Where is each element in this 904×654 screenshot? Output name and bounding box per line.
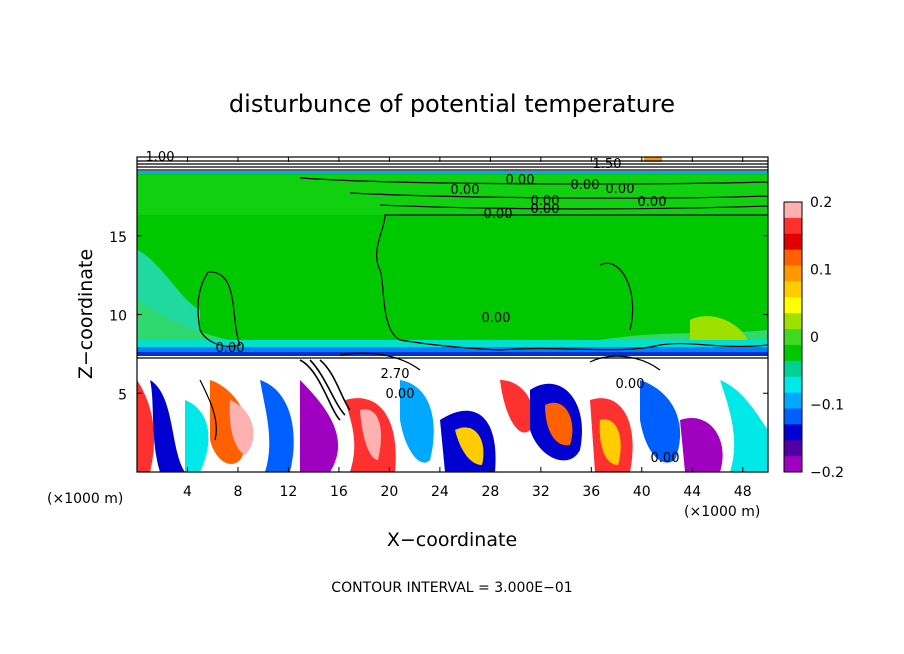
x-tick-label: 32	[532, 484, 550, 500]
colorbar-swatch	[784, 217, 802, 235]
contour-label: 0.00	[571, 178, 600, 193]
colorbar-swatch	[784, 344, 802, 362]
x-tick-label: 36	[582, 484, 600, 500]
field-blue-layer	[137, 347, 768, 353]
turbulence-blobs	[137, 380, 768, 472]
colorbar	[783, 201, 803, 473]
x-tick-label: 20	[380, 484, 398, 500]
colorbar-swatch	[784, 376, 802, 394]
y-tick-label: 10	[109, 309, 127, 325]
colorbar-frame	[783, 201, 803, 473]
colorbar-swatch	[784, 249, 802, 267]
colorbar-ticks: 0.2 0.1 0 −0.1 −0.2	[810, 195, 844, 481]
field-top-yellow-spot	[644, 157, 662, 162]
colorbar-tick-label: 0	[810, 330, 819, 346]
x-axis-ticks: 4 8 12 16 20 24 28 32 36 40 44 48	[183, 157, 752, 500]
contour-label: 0.00	[484, 207, 513, 222]
contour-labels: 0.000.00 0.00 0.000.000.000.000.000.000.00…	[146, 150, 680, 466]
x-tick-label: 16	[330, 484, 348, 500]
colorbar-tick-label: −0.1	[810, 398, 844, 414]
y-axis-ticks: 5 10 15	[109, 230, 768, 403]
x-tick-label: 4	[183, 484, 192, 500]
x-tick-label: 24	[431, 484, 449, 500]
contour-label: 0.00	[482, 311, 511, 326]
contour-label: 0.00	[616, 377, 645, 392]
contour-label: 0.00	[216, 341, 245, 356]
colorbar-swatch	[784, 360, 802, 378]
colorbar-swatch	[784, 281, 802, 298]
contour-label: 0.00	[606, 182, 635, 197]
contour-label: 2.70	[381, 367, 410, 382]
contour-label: 0.00	[531, 202, 560, 217]
x-tick-label: 44	[683, 484, 701, 500]
colorbar-tick-label: 0.2	[810, 195, 832, 211]
chart-title: disturbunce of potential temperature	[229, 90, 675, 118]
colorbar-tick-label: −0.2	[810, 465, 844, 481]
x-tick-label: 28	[481, 484, 499, 500]
contour-lines	[137, 160, 768, 441]
contour-interval-note: CONTOUR INTERVAL = 3.000E−01	[331, 580, 572, 596]
contour-label: 0.00	[506, 173, 535, 188]
x-tick-label: 12	[280, 484, 298, 500]
x-tick-label: 8	[233, 484, 242, 500]
field-cyan-layer	[137, 340, 768, 348]
colorbar-tick-label: 0.1	[810, 263, 832, 279]
colorbar-swatch	[784, 313, 802, 330]
contour-label: 0.00	[531, 194, 560, 209]
contour-label: 0.00	[638, 195, 667, 210]
y-tick-label: 5	[118, 387, 127, 403]
colorbar-swatch	[784, 456, 802, 473]
field-top-blue	[137, 171, 768, 174]
x-tick-label: 40	[633, 484, 651, 500]
colorbar-swatch	[784, 329, 802, 346]
colorbar-swatch	[784, 297, 802, 314]
y-tick-label: 15	[109, 230, 127, 246]
contour-label: 1.50	[593, 157, 622, 172]
colorbar-swatch	[784, 408, 802, 425]
x-unit-left: (×1000 m)	[47, 491, 123, 507]
y-axis-label: Z−coordinate	[75, 249, 97, 379]
contour-label: 0.00	[651, 451, 680, 466]
colorbar-swatch	[784, 392, 802, 409]
contour-label: 0.00	[451, 183, 480, 198]
x-tick-label: 48	[734, 484, 752, 500]
x-axis-label: X−coordinate	[387, 529, 517, 551]
field-dark-blue-layer	[137, 352, 768, 356]
colorbar-swatch	[784, 202, 802, 219]
plot-area	[136, 156, 769, 473]
colorbar-swatch	[784, 440, 802, 457]
colorbar-swatch	[784, 265, 802, 282]
contour-label: 0.00	[386, 387, 415, 402]
colorbar-swatch	[784, 424, 802, 441]
contour-label: 1.00	[146, 150, 175, 165]
colorbar-swatch	[784, 233, 802, 251]
x-unit-right: (×1000 m)	[684, 504, 760, 520]
